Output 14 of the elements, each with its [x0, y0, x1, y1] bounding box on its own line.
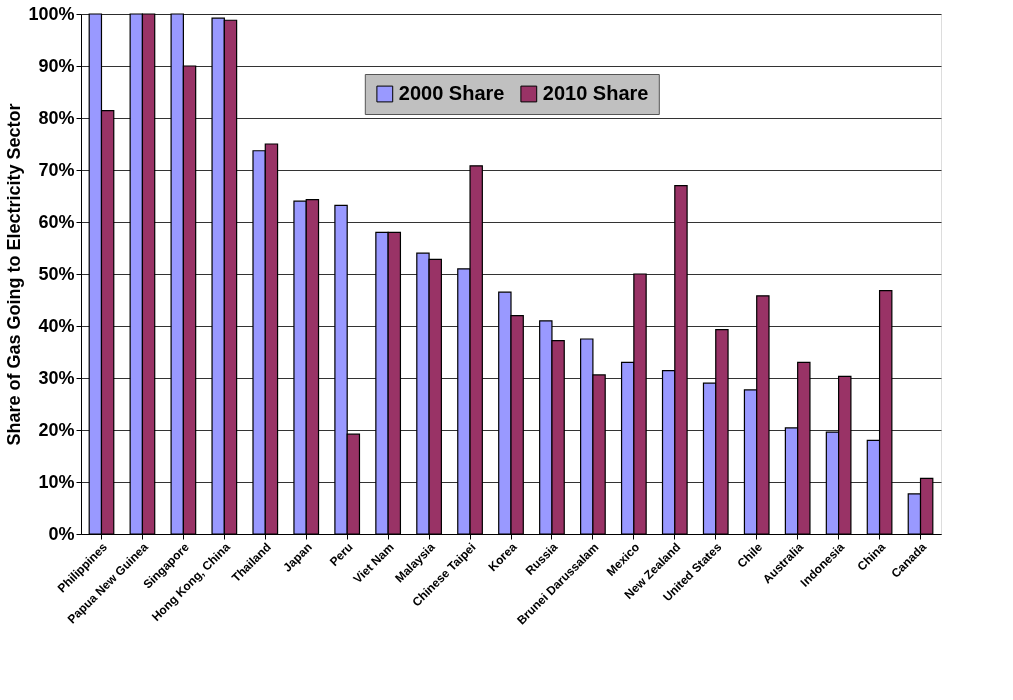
y-tick-label: 90%	[38, 55, 75, 76]
y-tick-label: 30%	[38, 367, 75, 388]
y-tick-label: 60%	[38, 211, 75, 232]
legend-label: 2010 Share	[542, 82, 649, 104]
legend-label: 2000 Share	[398, 82, 505, 104]
y-tick-label: 40%	[38, 315, 75, 336]
y-tick-label: 20%	[38, 419, 75, 440]
y-tick-label: 50%	[38, 263, 75, 284]
y-tick-label: 10%	[38, 471, 75, 492]
y-tick-label: 70%	[38, 159, 75, 180]
y-tick-label: 100%	[28, 3, 75, 24]
y-tick-label: 0%	[48, 523, 75, 544]
y-axis-title: Share of Gas Going to Electricity Sector	[4, 103, 25, 446]
y-tick-label: 80%	[38, 107, 75, 128]
